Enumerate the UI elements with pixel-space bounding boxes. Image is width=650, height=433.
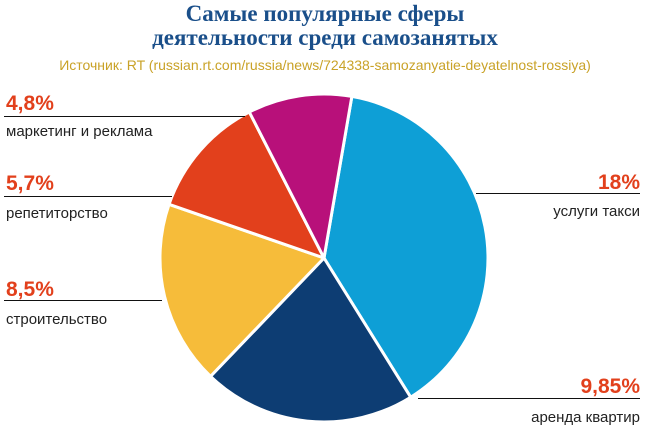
pie-slice-construction — [158, 202, 326, 378]
callout-line-construction — [4, 300, 162, 301]
chart-source: Источник: RT (russian.rt.com/russia/news… — [59, 57, 591, 73]
chart-title: Самые популярные сферы деятельности сред… — [0, 2, 650, 50]
chart-title-line1: Самые популярные сферы — [185, 1, 465, 26]
slice-value-label-marketing: 4,8% — [6, 92, 54, 115]
slice-value-label-construction: 8,5% — [6, 278, 54, 301]
slice-category-label-construction: строительство — [6, 311, 108, 328]
pie-slice-tutoring — [167, 110, 326, 260]
chart-title-line2: деятельности среди самозанятых — [152, 25, 498, 50]
pie-slice-marketing — [247, 92, 354, 260]
callout-line-taxi — [476, 193, 640, 194]
slice-category-label-taxi: услуги такси — [553, 203, 640, 220]
slice-category-label-marketing: маркетинг и реклама — [6, 123, 153, 140]
pie-slice-rent — [209, 256, 413, 424]
slice-value-label-rent: 9,85% — [580, 375, 640, 398]
slice-value-label-tutoring: 5,7% — [6, 172, 54, 195]
slice-value-label-taxi: 18% — [597, 171, 640, 194]
slice-category-label-rent: аренда квартир — [531, 409, 640, 426]
callout-line-marketing — [4, 116, 245, 117]
slice-category-label-tutoring: репетиторство — [6, 205, 108, 222]
callout-line-tutoring — [4, 196, 172, 197]
callout-line-rent — [418, 398, 640, 399]
